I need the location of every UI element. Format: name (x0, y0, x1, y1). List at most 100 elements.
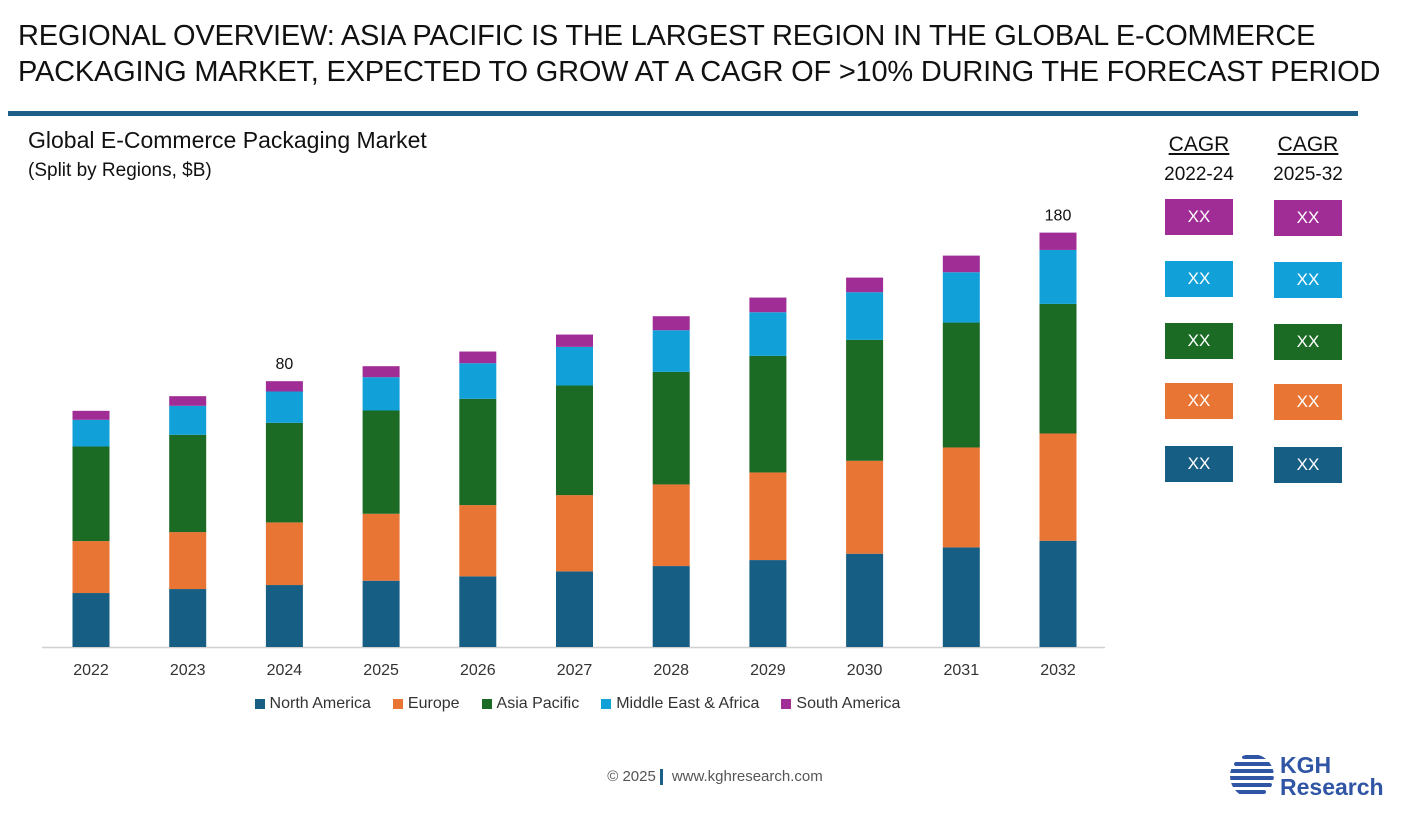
bar-segment-2030-south-america (846, 277, 884, 293)
cagr-value-europe: XX (1274, 384, 1342, 420)
x-tick-label: 2031 (944, 662, 980, 679)
cagr-header-2022-24: CAGR 2022-24 (1149, 130, 1249, 190)
legend-label: Middle East & Africa (616, 695, 760, 712)
bar-segment-2026-middle-east-africa (459, 363, 497, 399)
bar-segment-2024-asia-pacific (265, 422, 303, 523)
chart-legend: North America Europe Asia Pacific Middle Ea… (0, 695, 1155, 713)
bar-segment-2026-europe (459, 505, 497, 577)
x-tick-label: 2023 (170, 662, 206, 679)
bar-segment-2031-middle-east-africa (942, 272, 980, 323)
bar-segment-2023-north-america (169, 589, 207, 647)
x-tick-label: 2030 (847, 662, 883, 679)
bar-segment-2028-south-america (652, 316, 690, 331)
website-link[interactable]: www.kghresearch.com (671, 768, 823, 785)
x-tick-label: 2026 (460, 662, 496, 679)
logo-text-research: Research (1280, 774, 1384, 800)
chart-subtitle: (Split by Regions, $B) (28, 160, 212, 181)
bar-segment-2028-europe (652, 484, 690, 567)
bar-segment-2025-north-america (362, 580, 400, 647)
legend-swatch (481, 699, 492, 709)
footer-divider (659, 769, 663, 786)
bar-segment-2023-europe (169, 532, 207, 590)
cagr-label: CAGR (1168, 133, 1230, 156)
legend-swatch (781, 699, 792, 709)
bar-segment-2030-asia-pacific (846, 339, 884, 461)
cagr-period: 2025-32 (1273, 164, 1343, 185)
legend-swatch (392, 699, 403, 709)
bar-segment-2032-north-america (1039, 540, 1077, 647)
x-tick-label: 2025 (363, 662, 399, 679)
cagr-value-middle-east-africa: XX (1165, 261, 1233, 297)
data-label-total: 180 (1045, 208, 1072, 225)
bar-segment-2031-europe (942, 447, 980, 548)
legend-swatch (601, 699, 612, 709)
copyright: © 2025 (607, 768, 656, 785)
cagr-value-north-america: XX (1165, 446, 1233, 482)
bar-segment-2027-south-america (556, 334, 593, 347)
bar-segment-2022-europe (72, 541, 110, 594)
bar-segment-2029-asia-pacific (749, 355, 787, 473)
footer: © 2025 www.kghresearch.com (0, 768, 1408, 786)
cagr-value-north-america: XX (1274, 447, 1342, 483)
cagr-value-asia-pacific: XX (1165, 323, 1233, 359)
legend-item: South America (781, 695, 900, 713)
bar-segment-2025-asia-pacific (362, 410, 400, 514)
bar-segment-2028-middle-east-africa (652, 330, 690, 372)
chart-title: Global E-Commerce Packaging Market (28, 127, 427, 153)
cagr-period: 2022-24 (1164, 164, 1234, 185)
legend-item: North America (254, 695, 371, 713)
slide-title: REGIONAL OVERVIEW: ASIA PACIFIC IS THE L… (18, 18, 1380, 90)
legend-swatch (254, 699, 265, 709)
bar-segment-2023-middle-east-africa (169, 405, 207, 435)
legend-label: Europe (407, 695, 460, 712)
bar-segment-2026-asia-pacific (459, 398, 497, 506)
bar-segment-2029-middle-east-africa (749, 312, 787, 356)
bar-segment-2026-north-america (459, 576, 497, 647)
legend-item: Asia Pacific (481, 695, 579, 713)
bar-segment-2032-europe (1039, 433, 1077, 541)
bar-segment-2027-asia-pacific (556, 385, 593, 496)
logo-text-kgh: KGH (1280, 752, 1332, 778)
bar-segment-2022-middle-east-africa (72, 419, 110, 447)
bar-segment-2028-asia-pacific (652, 371, 690, 485)
bar-segment-2032-middle-east-africa (1039, 249, 1077, 304)
bar-segment-2029-south-america (749, 297, 787, 313)
cagr-label: CAGR (1277, 133, 1339, 156)
bar-segment-2030-north-america (846, 553, 884, 647)
bar-segment-2025-europe (362, 513, 400, 581)
bar-segment-2030-middle-east-africa (846, 292, 884, 340)
bar-segment-2031-asia-pacific (942, 322, 980, 448)
bar-segment-2026-south-america (459, 351, 497, 364)
bar-segment-2022-south-america (72, 410, 110, 420)
data-label-total: 80 (276, 356, 294, 373)
globe-icon (1230, 755, 1274, 794)
bar-segment-2032-asia-pacific (1039, 303, 1077, 434)
bar-segment-2027-middle-east-africa (556, 346, 593, 386)
bar-segment-2028-north-america (652, 566, 690, 647)
bar-segment-2025-middle-east-africa (362, 377, 400, 411)
bar-segment-2024-middle-east-africa (265, 391, 303, 423)
x-tick-label: 2029 (750, 662, 786, 679)
cagr-value-south-america: XX (1274, 200, 1342, 236)
bar-segment-2024-europe (265, 522, 303, 586)
cagr-header-2025-32: CAGR 2025-32 (1258, 130, 1358, 190)
bar-segment-2027-europe (556, 495, 593, 572)
cagr-value-middle-east-africa: XX (1274, 262, 1342, 298)
bar-segment-2025-south-america (362, 366, 400, 378)
cagr-value-europe: XX (1165, 383, 1233, 419)
bar-segment-2030-europe (846, 460, 884, 554)
bar-segment-2023-asia-pacific (169, 434, 207, 533)
x-tick-label: 2022 (73, 662, 109, 679)
cagr-value-south-america: XX (1165, 199, 1233, 235)
x-tick-label: 2024 (267, 662, 303, 679)
x-tick-label: 2032 (1040, 662, 1076, 679)
title-line-2: PACKAGING MARKET, EXPECTED TO GROW AT A … (18, 56, 1381, 88)
cagr-value-asia-pacific: XX (1274, 324, 1342, 360)
bar-segment-2031-south-america (942, 255, 980, 273)
bar-segment-2022-asia-pacific (72, 446, 110, 542)
x-tick-label: 2027 (557, 662, 593, 679)
legend-label: South America (796, 695, 901, 712)
bar-segment-2022-north-america (72, 593, 110, 647)
title-line-1: REGIONAL OVERVIEW: ASIA PACIFIC IS THE L… (18, 20, 1316, 52)
